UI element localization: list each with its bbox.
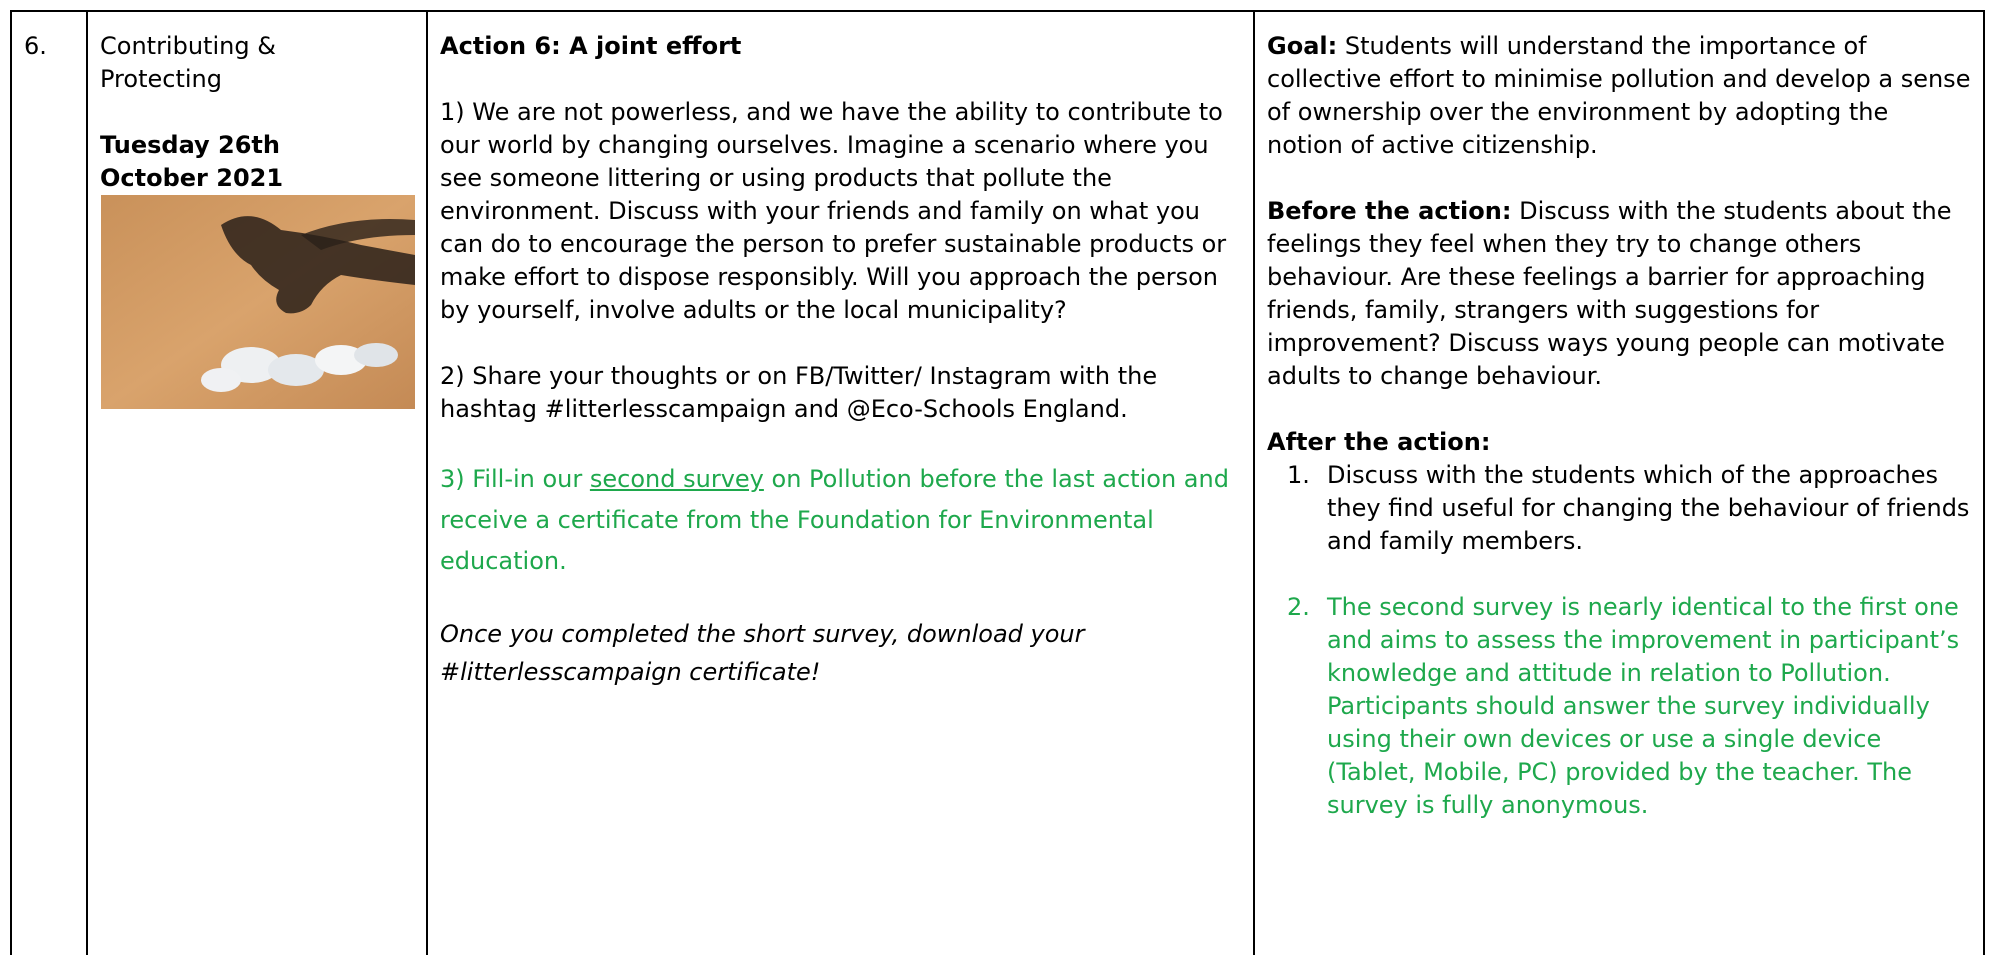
date: Tuesday 26th October 2021 [100, 131, 284, 192]
goal: Goal: Students will understand the impor… [1267, 30, 1971, 162]
row-number: 6. [24, 32, 47, 60]
list-item: 1. Discuss with the students which of the… [1267, 459, 1971, 558]
number-cell: 6. [10, 10, 87, 955]
label: Before the action: [1267, 197, 1512, 225]
topic-cell: Contributing & Protecting Tuesday 26th O… [86, 10, 427, 955]
note: Once you completed the short survey, dow… [440, 620, 1085, 686]
marker: 2. [1287, 593, 1310, 621]
text: Students will understand the importance … [1267, 32, 1971, 159]
paragraph: 2) Share your thoughts or on FB/Twitter/… [440, 362, 1158, 423]
survey-paragraph: 3) Fill-in our second survey on Pollutio… [440, 459, 1242, 582]
text: The second survey is nearly identical to… [1327, 593, 1960, 819]
photo [101, 195, 415, 409]
text: Discuss with the students about the feel… [1267, 197, 1952, 390]
text: on Pollution before the last action and … [440, 465, 1229, 575]
paragraph: 1) We are not powerless, and we have the… [440, 98, 1227, 324]
list-item: 2. The second survey is nearly identical … [1267, 591, 1971, 822]
topic: Contributing & Protecting [100, 32, 276, 93]
label: Goal: [1267, 32, 1338, 60]
action-title: Action 6: A joint effort [440, 32, 742, 60]
action-cell: Action 6: A joint effort 1) We are not p… [426, 10, 1254, 955]
text: Discuss with the students which of the a… [1327, 461, 1970, 555]
survey-link[interactable]: second survey [589, 465, 764, 493]
guidance-cell: Goal: Students will understand the impor… [1253, 10, 1985, 955]
marker: 1. [1287, 461, 1310, 489]
text: 3) Fill-in our [440, 465, 590, 493]
label: After the action: [1267, 428, 1491, 456]
before-action: Before the action: Discuss with the stud… [1267, 195, 1971, 393]
